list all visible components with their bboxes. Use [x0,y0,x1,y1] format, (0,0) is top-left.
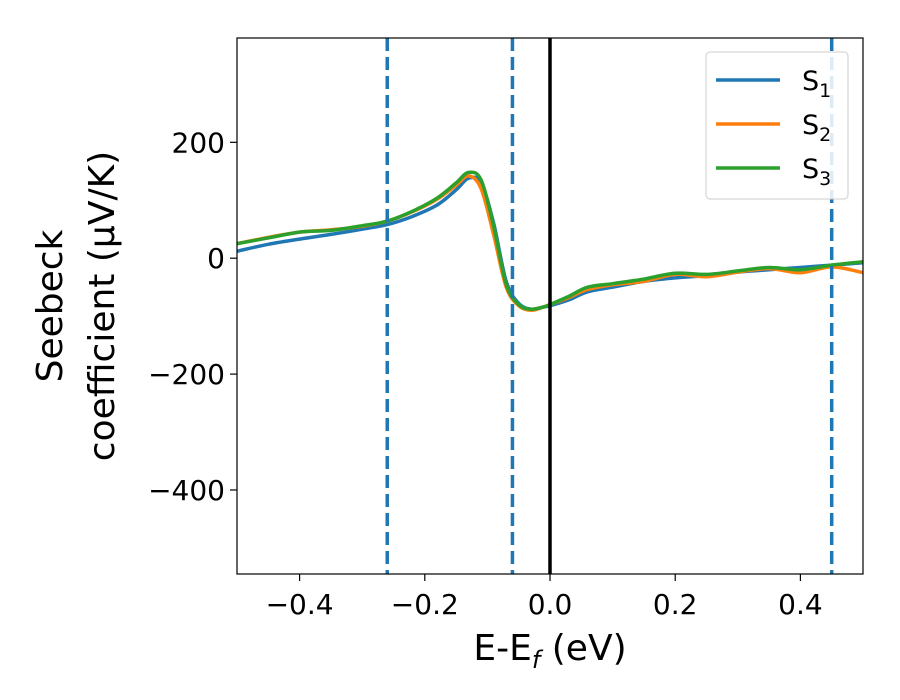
legend-label-s3: S3 [802,154,831,190]
vline-layer [385,38,834,574]
x-tick-label: 0.0 [528,588,573,621]
y-axis-label: Seebeck coefficient (μV/K) [30,151,123,461]
y-axis-label-line2: coefficient (μV/K) [82,151,123,461]
y-tick-label: −400 [148,474,225,507]
legend-label-s2: S2 [802,110,831,146]
tick-layer: −0.4 −0.2 0.0 0.2 0.4 200 0 −200 −400 [148,126,823,621]
y-axis-label-line1: Seebeck [30,229,71,382]
y-tick-label: 200 [172,126,225,159]
x-tick-label: 0.4 [778,588,823,621]
y-tick-label: −200 [148,358,225,391]
x-tick-label: −0.4 [266,588,334,621]
x-tick-label: −0.2 [391,588,459,621]
y-tick-label: 0 [207,242,225,275]
series-layer [237,170,863,313]
legend: S1 S2 S3 [705,51,849,200]
legend-label-s1: S1 [802,66,831,102]
x-axis-label: E-Ef (eV) [473,628,626,674]
x-tick-label: 0.2 [653,588,698,621]
series-line-s3 [237,170,863,311]
